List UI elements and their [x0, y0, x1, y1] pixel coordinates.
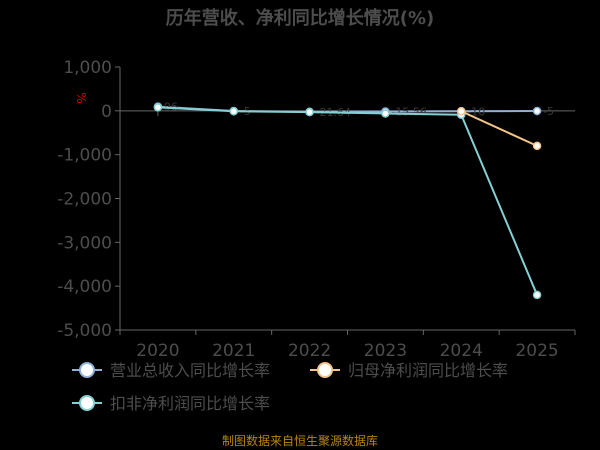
y-axis-unit: %: [74, 92, 88, 103]
x-tick-label: 2024: [440, 341, 483, 361]
legend-item-2[interactable]: 归母净利润同比增长率: [310, 361, 508, 380]
data-point: [305, 107, 314, 117]
axes: 1,000 0 -1,000 -2,000 -3,000 -4,000 -5,000 2020…: [57, 58, 576, 361]
legend-label: 归母净利润同比增长率: [348, 361, 508, 380]
legend-marker: [317, 362, 333, 378]
data-point: [457, 107, 466, 116]
x-tick-label: 2021: [212, 341, 255, 361]
y-tick-label: -1,000: [57, 146, 112, 166]
data-point: [532, 290, 542, 300]
y-tick-label: -2,000: [57, 190, 112, 210]
x-tick-label: 2020: [136, 341, 179, 361]
x-tick-label: 2023: [364, 341, 407, 361]
series-2: [457, 107, 542, 151]
y-tick-label: -5,000: [57, 321, 112, 341]
y-tick-label: 1,000: [63, 58, 112, 78]
data-point: [229, 107, 238, 116]
series-layer: 96 -5 -21.64 -15.56 -10 -5: [153, 101, 554, 300]
y-tick-label: -3,000: [57, 233, 112, 253]
legend-label: 扣非净利润同比增长率: [110, 394, 270, 413]
series-line: [157, 106, 539, 296]
data-point: [532, 106, 542, 116]
legend-item-3[interactable]: 扣非净利润同比增长率: [72, 394, 270, 413]
y-tick-label: -4,000: [57, 277, 112, 297]
legend-marker: [79, 362, 95, 378]
legend-marker: [79, 395, 95, 411]
series-3: [153, 103, 542, 300]
series-line: [460, 110, 538, 147]
data-label: -5: [543, 105, 554, 118]
x-tick-label: 2025: [515, 341, 558, 361]
chart-title: 历年营收、净利同比增长情况(%): [166, 7, 435, 29]
source-note: 制图数据来自恒生聚源数据库: [222, 433, 378, 448]
y-tick-label: 0: [101, 102, 112, 122]
data-label: -15.56: [391, 105, 426, 118]
data-point: [153, 103, 163, 112]
data-point: [381, 109, 390, 118]
legend-item-1[interactable]: 营业总收入同比增长率: [72, 361, 270, 380]
legend-label: 营业总收入同比增长率: [110, 361, 270, 380]
data-point: [532, 141, 542, 151]
x-tick-label: 2022: [288, 341, 331, 361]
